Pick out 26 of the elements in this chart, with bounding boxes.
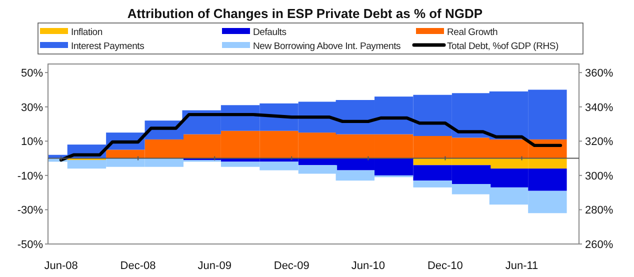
x-tick-label: Jun-09 xyxy=(198,260,232,272)
x-tick-label: Dec-08 xyxy=(120,260,156,272)
y2-tick-label: 360% xyxy=(585,68,614,80)
y-tick-label: 30% xyxy=(20,102,44,114)
legend-label: Inflation xyxy=(71,27,102,38)
legend-label: Real Growth xyxy=(447,27,498,38)
x-tick-label: Jun-08 xyxy=(44,260,78,272)
y-tick-label: 10% xyxy=(20,136,44,148)
x-tick-label: Jun-11 xyxy=(505,260,538,272)
legend-label: Total Debt, %of GDP (RHS) xyxy=(447,41,559,52)
y2-tick-label: 340% xyxy=(585,102,614,114)
legend-label: New Borrowing Above Int. Payments xyxy=(253,41,402,52)
x-tick-label: Dec-09 xyxy=(274,260,310,272)
x-tick-label: Jun-10 xyxy=(351,260,386,272)
y-tick-label: -30% xyxy=(17,204,44,217)
y-tick-label: -10% xyxy=(17,170,44,182)
chart-title: Attribution of Changes in ESP Private Debt as % of NGDP xyxy=(127,6,483,21)
x-tick-label: Dec-10 xyxy=(427,260,463,272)
y-tick-label: -50% xyxy=(17,239,44,251)
legend-label: Interest Payments xyxy=(71,41,145,52)
y2-tick-label: 280% xyxy=(585,204,614,217)
legend-label: Defaults xyxy=(253,27,287,38)
y-tick-label: 50% xyxy=(20,68,44,80)
y2-tick-label: 300% xyxy=(585,170,614,182)
y2-tick-label: 260% xyxy=(585,239,614,251)
y2-tick-label: 320% xyxy=(585,136,614,148)
